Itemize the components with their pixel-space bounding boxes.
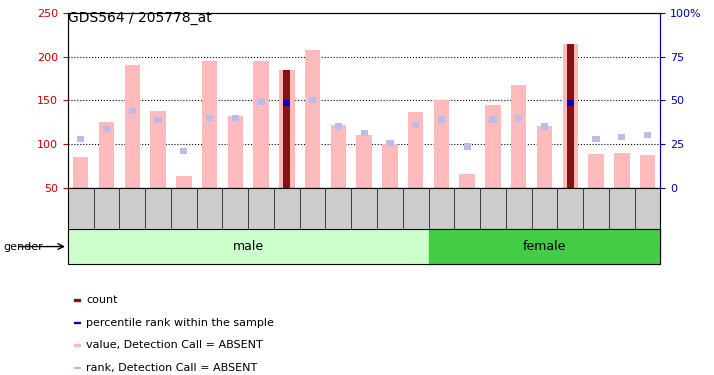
- Bar: [202, 61, 217, 188]
- Bar: [176, 176, 191, 188]
- Text: GDS564 / 205778_at: GDS564 / 205778_at: [68, 11, 211, 25]
- Bar: [593, 136, 600, 142]
- Bar: [438, 117, 445, 123]
- Bar: [154, 117, 161, 123]
- Bar: [150, 111, 166, 188]
- Bar: [68, 229, 428, 264]
- Bar: [73, 157, 89, 188]
- Bar: [489, 117, 496, 123]
- Bar: [206, 115, 213, 121]
- Bar: [486, 105, 501, 188]
- Bar: [567, 99, 574, 105]
- Bar: [74, 322, 80, 323]
- Bar: [386, 140, 393, 146]
- Bar: [515, 115, 523, 121]
- Bar: [567, 44, 574, 188]
- Text: rank, Detection Call = ABSENT: rank, Detection Call = ABSENT: [86, 363, 257, 372]
- Bar: [283, 99, 291, 105]
- Bar: [305, 50, 321, 188]
- Text: female: female: [523, 240, 566, 253]
- Bar: [644, 132, 651, 138]
- Bar: [253, 61, 268, 188]
- Bar: [618, 134, 625, 140]
- Bar: [541, 123, 548, 129]
- Bar: [279, 70, 295, 188]
- Bar: [331, 125, 346, 188]
- Bar: [228, 116, 243, 188]
- Bar: [258, 99, 265, 105]
- Bar: [124, 65, 140, 188]
- Bar: [614, 153, 630, 188]
- Bar: [511, 85, 526, 188]
- Bar: [537, 126, 552, 188]
- Bar: [460, 174, 475, 188]
- Text: count: count: [86, 295, 118, 305]
- Bar: [361, 129, 368, 136]
- Bar: [309, 97, 316, 104]
- Bar: [428, 229, 660, 264]
- Bar: [640, 155, 655, 188]
- Bar: [356, 135, 372, 188]
- Bar: [567, 100, 574, 106]
- Bar: [408, 112, 423, 188]
- Bar: [232, 115, 239, 121]
- Bar: [283, 100, 291, 106]
- Bar: [99, 122, 114, 188]
- Bar: [180, 148, 187, 154]
- Bar: [433, 100, 449, 188]
- Text: gender: gender: [4, 242, 44, 252]
- Bar: [77, 136, 84, 142]
- Bar: [74, 344, 80, 346]
- Bar: [588, 154, 604, 188]
- Bar: [74, 299, 80, 301]
- Bar: [103, 126, 110, 132]
- Bar: [283, 70, 291, 188]
- Bar: [382, 144, 398, 188]
- Text: percentile rank within the sample: percentile rank within the sample: [86, 318, 274, 327]
- Bar: [412, 122, 419, 128]
- Text: male: male: [233, 240, 263, 253]
- Bar: [463, 144, 471, 150]
- Bar: [335, 123, 342, 129]
- Text: value, Detection Call = ABSENT: value, Detection Call = ABSENT: [86, 340, 263, 350]
- Bar: [563, 44, 578, 188]
- Bar: [129, 108, 136, 114]
- Bar: [74, 367, 80, 368]
